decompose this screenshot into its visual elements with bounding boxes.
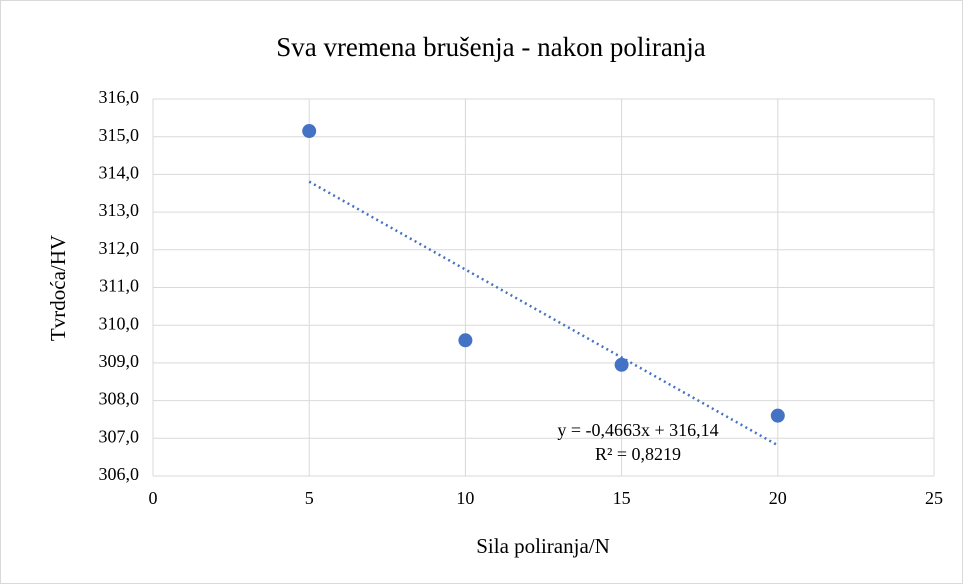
x-tick-label: 10 xyxy=(456,488,474,508)
y-tick-label: 306,0 xyxy=(99,464,140,484)
y-tick-label: 315,0 xyxy=(99,125,140,145)
y-tick-label: 311,0 xyxy=(99,276,139,296)
y-tick-label: 307,0 xyxy=(99,426,140,446)
y-tick-label: 316,0 xyxy=(99,87,140,107)
trendline xyxy=(308,180,779,447)
point xyxy=(458,333,473,348)
point xyxy=(614,357,629,372)
chart-title: Sva vremena brušenja - nakon poliranja xyxy=(276,32,706,62)
x-tick-label: 20 xyxy=(769,488,787,508)
point xyxy=(770,408,785,423)
y-tick-label: 310,0 xyxy=(99,313,140,333)
x-axis-title: Sila poliranja/N xyxy=(476,534,610,558)
y-tick-label: 312,0 xyxy=(99,238,140,258)
trendline-r2: R² = 0,8219 xyxy=(595,444,681,464)
x-tick-label: 25 xyxy=(925,488,943,508)
y-tick-label: 314,0 xyxy=(99,163,140,183)
y-tick-label: 308,0 xyxy=(99,389,140,409)
y-tick-label: 313,0 xyxy=(99,200,140,220)
y-axis-title: Tvrdoća/HV xyxy=(46,235,70,341)
trendline-equation: y = -0,4663x + 316,14 xyxy=(557,420,718,440)
x-tick-label: 5 xyxy=(305,488,314,508)
x-tick-label: 15 xyxy=(613,488,631,508)
point xyxy=(302,124,317,139)
x-tick-label: 0 xyxy=(149,488,158,508)
y-tick-label: 309,0 xyxy=(99,351,140,371)
